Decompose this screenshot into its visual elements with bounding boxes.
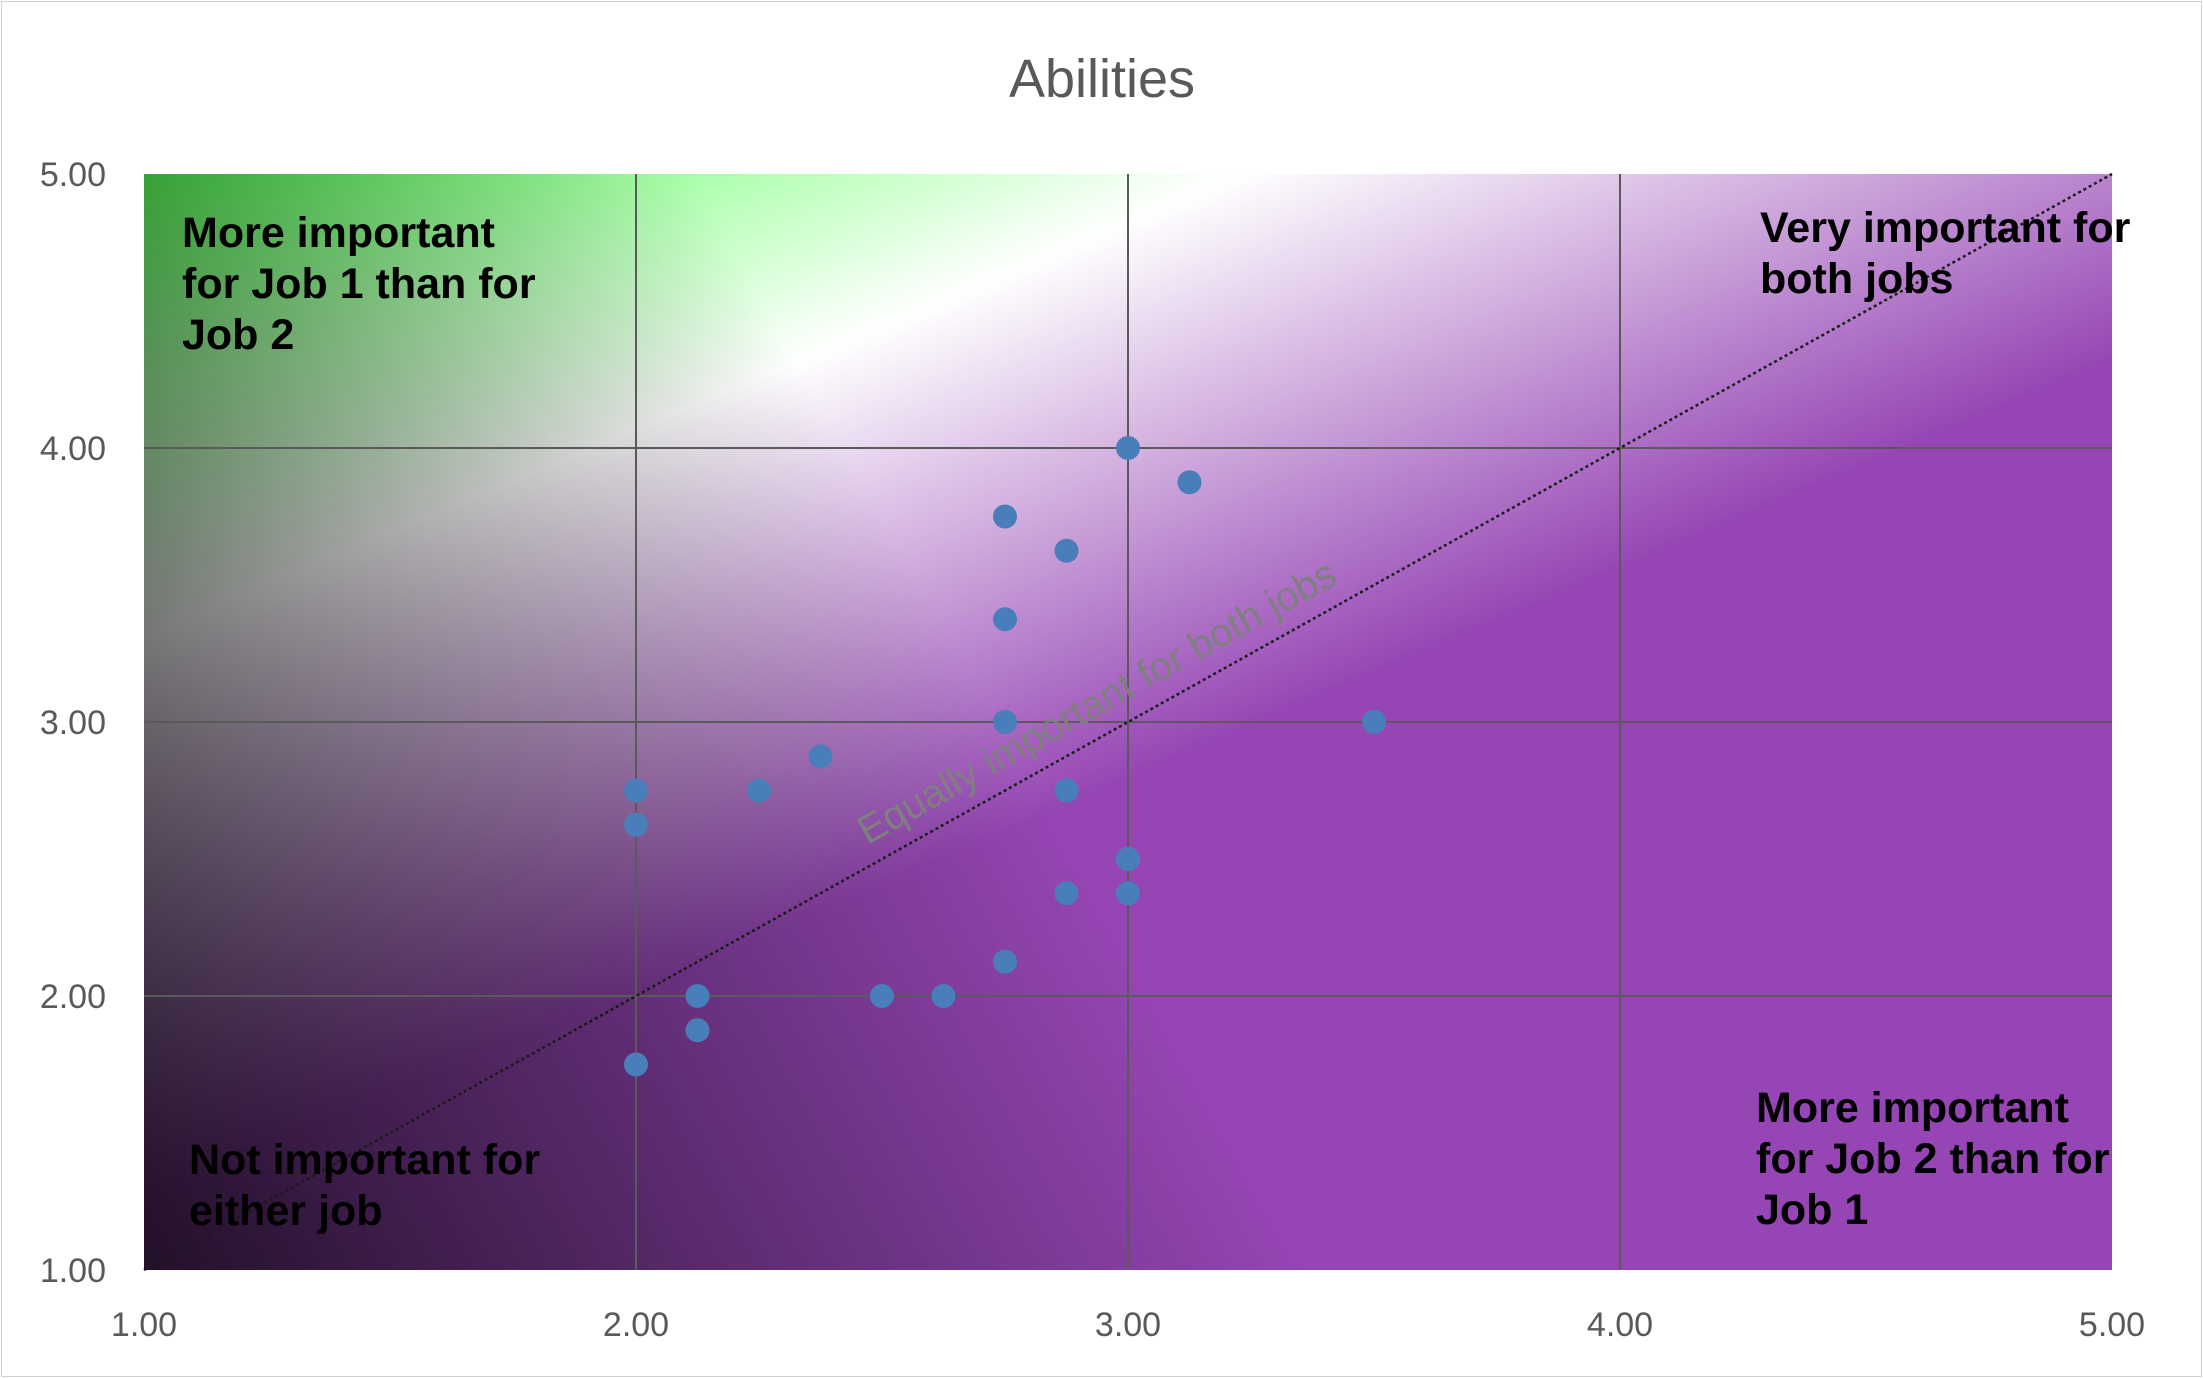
y-tick-label: 5.00 xyxy=(40,156,106,194)
data-point xyxy=(993,504,1017,529)
annotation-job1-line: Job 2 xyxy=(182,311,294,359)
y-tick-label: 3.00 xyxy=(40,704,106,742)
data-points xyxy=(624,436,1386,1077)
x-axis-ticks: 1.00 2.00 3.00 4.00 5.00 xyxy=(111,1306,2145,1344)
x-tick-label: 5.00 xyxy=(2079,1306,2145,1344)
annotation-neither-important-line: either job xyxy=(189,1187,383,1235)
data-point xyxy=(1116,847,1140,871)
data-point xyxy=(624,778,648,803)
data-point xyxy=(685,984,710,1008)
data-point xyxy=(1362,710,1386,734)
y-tick-label: 2.00 xyxy=(40,978,106,1016)
y-tick-label: 4.00 xyxy=(40,430,106,468)
data-point xyxy=(993,607,1017,632)
data-point xyxy=(1054,778,1079,803)
data-point xyxy=(993,710,1017,734)
y-tick-label: 1.00 xyxy=(40,1252,106,1290)
data-point xyxy=(808,744,833,769)
annotation-both-important-line: Very important for xyxy=(1760,204,2131,252)
data-point xyxy=(1116,436,1140,460)
data-point xyxy=(624,1052,648,1077)
annotation-job2-line: Job 1 xyxy=(1756,1186,1868,1234)
data-point xyxy=(1054,538,1079,563)
x-tick-label: 3.00 xyxy=(1095,1306,1161,1344)
x-tick-label: 2.00 xyxy=(603,1306,669,1344)
data-point xyxy=(685,1018,710,1043)
x-tick-label: 1.00 xyxy=(111,1306,177,1344)
chart-title: Abilities xyxy=(1009,49,1195,109)
annotation-both-important-line: both jobs xyxy=(1760,255,1953,303)
annotation-job1-line: for Job 1 than for xyxy=(182,260,536,308)
y-axis-ticks: 1.00 2.00 3.00 4.00 5.00 xyxy=(40,156,106,1290)
annotation-job2-line: More important xyxy=(1756,1084,2069,1132)
annotation-job2-line: for Job 2 than for xyxy=(1756,1135,2110,1183)
data-point xyxy=(993,949,1017,974)
data-point xyxy=(624,812,648,837)
annotation-job1-line: More important xyxy=(182,209,495,257)
annotation-neither-important-line: Not important for xyxy=(189,1136,540,1184)
data-point xyxy=(931,984,956,1008)
data-point xyxy=(870,984,894,1008)
data-point xyxy=(1177,470,1202,495)
data-point xyxy=(1054,881,1079,906)
x-tick-label: 4.00 xyxy=(1587,1306,1653,1344)
data-point xyxy=(1116,881,1140,906)
data-point xyxy=(747,778,771,803)
